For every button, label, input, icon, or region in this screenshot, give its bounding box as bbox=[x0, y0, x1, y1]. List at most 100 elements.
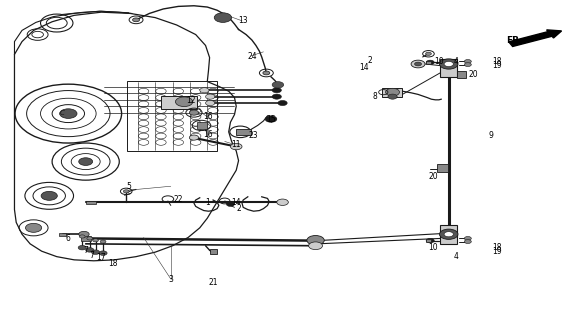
Bar bbox=[426, 61, 431, 64]
Circle shape bbox=[79, 235, 85, 238]
Circle shape bbox=[277, 199, 288, 205]
Circle shape bbox=[386, 88, 400, 96]
Circle shape bbox=[78, 245, 86, 250]
Text: 20: 20 bbox=[428, 172, 438, 181]
Circle shape bbox=[123, 190, 129, 193]
Text: 5: 5 bbox=[126, 182, 131, 191]
Bar bbox=[426, 239, 431, 242]
Text: 18: 18 bbox=[108, 260, 118, 268]
Bar bbox=[457, 71, 466, 78]
Text: 3: 3 bbox=[168, 275, 173, 284]
Bar bbox=[59, 233, 66, 236]
Circle shape bbox=[426, 60, 434, 65]
Circle shape bbox=[87, 237, 93, 240]
Circle shape bbox=[426, 52, 431, 55]
Text: 6: 6 bbox=[66, 234, 71, 243]
Text: 2: 2 bbox=[367, 56, 372, 65]
Text: 14: 14 bbox=[359, 63, 368, 72]
Text: 18: 18 bbox=[492, 243, 501, 252]
Circle shape bbox=[388, 94, 397, 99]
Circle shape bbox=[426, 238, 434, 243]
Circle shape bbox=[309, 242, 323, 250]
Text: FR.: FR. bbox=[506, 36, 522, 44]
Circle shape bbox=[60, 109, 77, 118]
Text: 22: 22 bbox=[174, 195, 183, 204]
Text: 11: 11 bbox=[232, 140, 241, 149]
Circle shape bbox=[411, 60, 425, 68]
Circle shape bbox=[272, 94, 281, 99]
Text: 12: 12 bbox=[186, 96, 196, 105]
Circle shape bbox=[86, 248, 94, 252]
Circle shape bbox=[93, 239, 98, 242]
Circle shape bbox=[175, 97, 193, 107]
Text: 13: 13 bbox=[239, 16, 248, 25]
FancyArrow shape bbox=[509, 30, 562, 46]
Text: 7: 7 bbox=[83, 246, 88, 255]
Circle shape bbox=[79, 158, 93, 165]
Circle shape bbox=[206, 94, 215, 99]
Bar bbox=[161, 96, 197, 109]
Bar bbox=[437, 164, 448, 172]
Bar bbox=[210, 249, 217, 254]
Text: 24: 24 bbox=[247, 52, 256, 60]
Text: 17: 17 bbox=[97, 253, 106, 262]
Circle shape bbox=[444, 232, 453, 237]
Text: 15: 15 bbox=[266, 115, 276, 124]
Text: 10: 10 bbox=[434, 57, 444, 66]
Text: 7: 7 bbox=[89, 252, 94, 260]
Text: 16: 16 bbox=[204, 130, 213, 139]
Circle shape bbox=[263, 71, 270, 75]
Circle shape bbox=[200, 88, 209, 93]
Bar bbox=[440, 59, 457, 77]
Text: C: C bbox=[60, 110, 65, 116]
Circle shape bbox=[464, 63, 471, 67]
Circle shape bbox=[189, 110, 199, 115]
Circle shape bbox=[99, 251, 107, 255]
Text: 19: 19 bbox=[492, 61, 501, 70]
Circle shape bbox=[278, 100, 287, 106]
Text: 2: 2 bbox=[236, 204, 241, 213]
Circle shape bbox=[206, 100, 215, 106]
Text: 1: 1 bbox=[205, 198, 210, 207]
Circle shape bbox=[444, 61, 453, 67]
Circle shape bbox=[464, 60, 471, 63]
Circle shape bbox=[439, 59, 458, 69]
Bar bbox=[236, 129, 251, 135]
Circle shape bbox=[464, 236, 471, 240]
Text: 16: 16 bbox=[204, 112, 213, 121]
Bar bbox=[86, 201, 96, 204]
Circle shape bbox=[25, 223, 42, 232]
Text: 21: 21 bbox=[208, 278, 218, 287]
Circle shape bbox=[189, 135, 199, 140]
Circle shape bbox=[464, 240, 471, 244]
Circle shape bbox=[226, 202, 234, 206]
Bar bbox=[382, 88, 402, 97]
Bar bbox=[81, 236, 91, 241]
Text: 20: 20 bbox=[469, 70, 478, 79]
Circle shape bbox=[272, 88, 281, 93]
Circle shape bbox=[214, 13, 232, 22]
Text: 10: 10 bbox=[428, 243, 438, 252]
Circle shape bbox=[133, 18, 140, 22]
Text: 14: 14 bbox=[232, 198, 241, 207]
Circle shape bbox=[265, 116, 277, 122]
Circle shape bbox=[439, 229, 458, 239]
Circle shape bbox=[91, 250, 100, 254]
Circle shape bbox=[41, 191, 57, 200]
Circle shape bbox=[100, 240, 106, 243]
Text: 4: 4 bbox=[454, 252, 459, 261]
Circle shape bbox=[415, 62, 422, 66]
Circle shape bbox=[79, 231, 89, 237]
Text: 23: 23 bbox=[249, 131, 258, 140]
Bar bbox=[127, 81, 217, 151]
Circle shape bbox=[230, 143, 242, 150]
Text: 18: 18 bbox=[492, 57, 501, 66]
Text: 8: 8 bbox=[373, 92, 378, 101]
Text: 19: 19 bbox=[492, 247, 501, 256]
Circle shape bbox=[307, 236, 324, 245]
Text: 4: 4 bbox=[454, 57, 459, 66]
Circle shape bbox=[272, 82, 284, 88]
Bar bbox=[440, 225, 457, 244]
Text: 9: 9 bbox=[489, 131, 493, 140]
Bar bbox=[197, 122, 207, 129]
